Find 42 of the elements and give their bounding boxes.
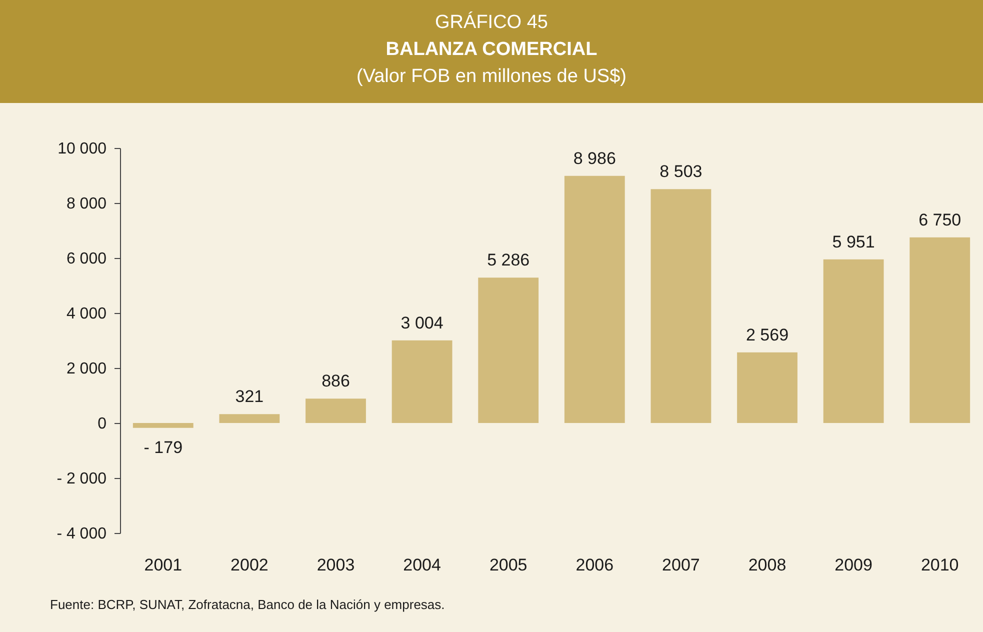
bar bbox=[478, 278, 539, 423]
data-label: 6 750 bbox=[918, 210, 962, 230]
text: GRÁFICO 45 bbox=[435, 11, 548, 33]
x-tick-label: 2008 bbox=[748, 556, 786, 574]
bar bbox=[650, 189, 712, 423]
data-label: 321 bbox=[235, 387, 264, 406]
data-label: 3 004 bbox=[400, 313, 444, 332]
y-tick-label: 8 000 bbox=[66, 196, 107, 212]
data-label: 886 bbox=[322, 372, 350, 391]
source-note: Fuente: BCRP, SUNAT, Zofratacna, Banco de la Nación y empresas. bbox=[50, 597, 445, 612]
bar bbox=[132, 423, 194, 428]
bar bbox=[564, 176, 625, 423]
bar bbox=[306, 398, 366, 423]
data-label: - 179 bbox=[144, 438, 183, 457]
y-tick-label: 4 000 bbox=[66, 306, 107, 322]
y-tick-label: 2 000 bbox=[66, 360, 107, 378]
chart-title: BALANZA COMERCIAL bbox=[386, 39, 598, 60]
data-label: 8 986 bbox=[573, 148, 616, 168]
x-tick-label: 2003 bbox=[316, 556, 355, 574]
bar bbox=[219, 414, 280, 423]
data-label: 5 951 bbox=[832, 232, 875, 252]
x-tick-label: 2007 bbox=[662, 556, 700, 574]
y-tick-label: 10 000 bbox=[58, 140, 107, 158]
x-tick-label: 2002 bbox=[230, 556, 268, 574]
x-tick-label: 2005 bbox=[489, 556, 528, 574]
y-tick-label: 6 000 bbox=[66, 250, 107, 268]
y-tick-label: 0 bbox=[98, 416, 107, 432]
data-label: 5 286 bbox=[487, 250, 530, 270]
x-tick-label: 2010 bbox=[920, 556, 959, 574]
bar bbox=[823, 259, 884, 423]
x-tick-label: 2001 bbox=[144, 556, 182, 574]
bar bbox=[737, 352, 798, 423]
data-label: 2 569 bbox=[746, 325, 789, 344]
bar bbox=[910, 237, 970, 423]
x-tick-label: 2006 bbox=[576, 556, 614, 574]
y-tick-label: - 4 000 bbox=[56, 526, 107, 542]
chart-subtitle: (Valor FOB en millones de US$) bbox=[356, 66, 626, 87]
bar bbox=[392, 340, 452, 423]
x-tick-label: 2004 bbox=[403, 556, 441, 574]
x-tick-label: 2009 bbox=[834, 556, 872, 574]
y-tick-label: - 2 000 bbox=[56, 470, 107, 488]
data-label: 8 503 bbox=[660, 162, 702, 182]
